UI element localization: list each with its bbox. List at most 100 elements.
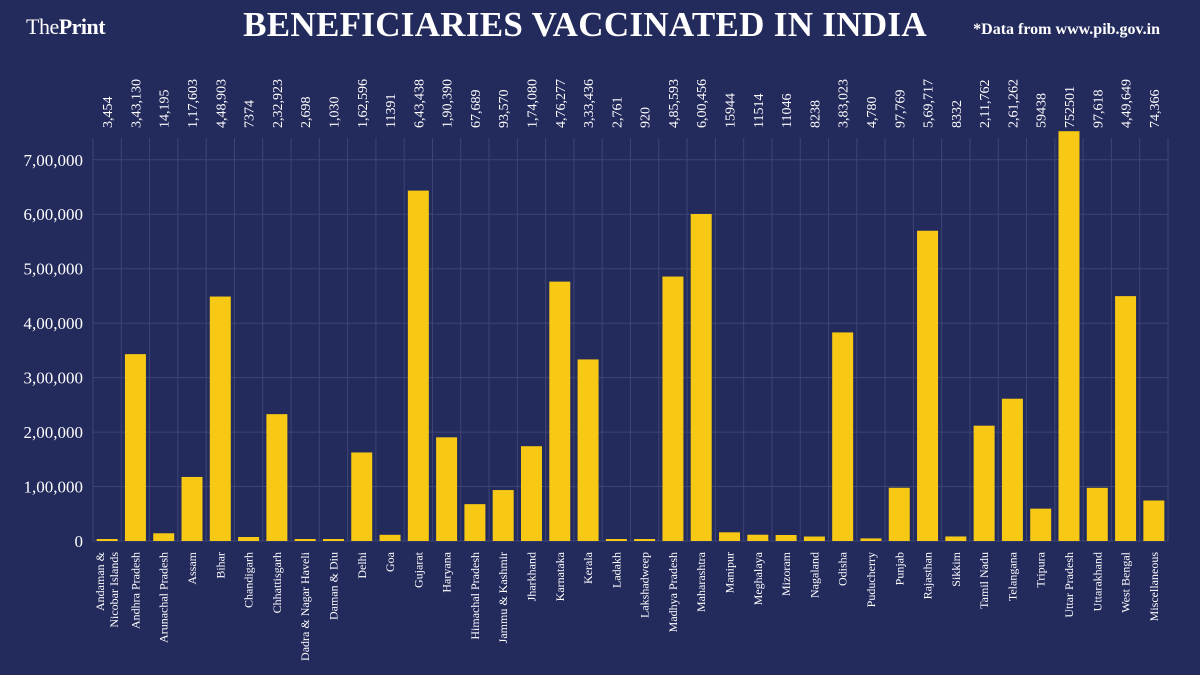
value-label: 7374 bbox=[243, 100, 258, 128]
category-label: Delhi bbox=[355, 551, 369, 578]
bar bbox=[322, 539, 344, 541]
category-label: Maharashtra bbox=[694, 551, 708, 612]
brand-part1: The bbox=[26, 14, 59, 39]
category-label: Madhya Pradesh bbox=[666, 552, 680, 632]
bar bbox=[266, 414, 288, 541]
bar bbox=[492, 490, 514, 541]
category-label: Uttarakhand bbox=[1090, 552, 1104, 611]
category-label: Punjab bbox=[892, 552, 906, 585]
value-label: 1,62,596 bbox=[356, 79, 371, 128]
value-label: 1,90,390 bbox=[441, 79, 456, 128]
value-label: 14,195 bbox=[158, 90, 173, 129]
category-label: Puducherry bbox=[864, 552, 878, 607]
bar bbox=[747, 534, 769, 541]
category-label: Tripura bbox=[1034, 551, 1048, 587]
value-label: 3,83,023 bbox=[837, 79, 852, 128]
category-label: Meghalaya bbox=[751, 551, 765, 605]
value-label: 4,49,649 bbox=[1120, 79, 1135, 128]
value-label: 3,33,436 bbox=[582, 79, 597, 128]
y-tick-label: 5,00,000 bbox=[24, 260, 84, 279]
category-label: Odisha bbox=[836, 551, 850, 586]
bar bbox=[577, 359, 599, 541]
category-label: Uttar Pradesh bbox=[1062, 552, 1076, 618]
value-label: 3,43,130 bbox=[129, 79, 144, 128]
value-label: 59438 bbox=[1035, 93, 1050, 128]
bar bbox=[124, 354, 146, 541]
category-label: Telangana bbox=[1005, 551, 1019, 601]
value-label: 3,454 bbox=[101, 97, 116, 129]
bar bbox=[917, 230, 939, 541]
bar bbox=[1001, 398, 1023, 541]
category-label: Jharkhand bbox=[524, 552, 538, 601]
brand-logo: ThePrint bbox=[26, 14, 106, 40]
value-label: 1,17,603 bbox=[186, 79, 201, 128]
category-label: Andaman & bbox=[93, 551, 107, 611]
value-label: 2,61,262 bbox=[1006, 79, 1021, 128]
bar bbox=[407, 190, 429, 541]
category-label: Mizoram bbox=[779, 551, 793, 596]
brand-part2: Print bbox=[58, 14, 106, 39]
category-label: Arunachal Pradesh bbox=[157, 552, 171, 643]
category-label: Chandigarh bbox=[242, 552, 256, 608]
value-label: 97,618 bbox=[1091, 90, 1106, 129]
value-label: 8332 bbox=[950, 100, 965, 128]
bar bbox=[436, 437, 458, 541]
value-label: 97,769 bbox=[893, 90, 908, 129]
value-label: 4,780 bbox=[865, 97, 880, 129]
category-label: Goa bbox=[383, 551, 397, 572]
value-label: 920 bbox=[639, 107, 654, 128]
bar bbox=[351, 452, 373, 541]
bar bbox=[605, 539, 627, 541]
category-label: Jammu & Kashmir bbox=[496, 552, 510, 643]
bar bbox=[690, 213, 712, 541]
category-label: Dadra & Nagar Haveli bbox=[298, 551, 312, 661]
bar bbox=[238, 536, 260, 541]
category-label: Rajasthan bbox=[921, 552, 935, 599]
y-tick-label: 1,00,000 bbox=[24, 478, 84, 497]
value-label: 752501 bbox=[1063, 86, 1078, 128]
category-label: West Bengal bbox=[1119, 551, 1133, 612]
value-label: 4,85,593 bbox=[667, 79, 682, 128]
value-label: 8238 bbox=[808, 100, 823, 128]
bar bbox=[464, 504, 486, 541]
y-tick-label: 3,00,000 bbox=[24, 369, 84, 388]
bar bbox=[719, 532, 741, 541]
y-tick-label: 4,00,000 bbox=[24, 314, 84, 333]
value-label: 2,11,762 bbox=[978, 80, 993, 128]
category-label: Manipur bbox=[723, 552, 737, 593]
source-note: *Data from www.pib.gov.in bbox=[973, 21, 1160, 38]
value-label: 1,030 bbox=[327, 97, 342, 129]
value-label: 74,366 bbox=[1148, 90, 1163, 129]
bar bbox=[803, 536, 825, 541]
y-tick-label: 7,00,000 bbox=[24, 151, 84, 170]
value-label: 2,698 bbox=[299, 97, 314, 129]
y-tick-label: 2,00,000 bbox=[24, 423, 84, 442]
value-label: 4,76,277 bbox=[554, 79, 569, 128]
value-label: 2,32,923 bbox=[271, 79, 286, 128]
bar bbox=[520, 446, 542, 541]
value-label: 93,570 bbox=[497, 90, 512, 129]
category-label: Himachal Pradesh bbox=[468, 552, 482, 640]
category-label: Haryana bbox=[440, 551, 454, 592]
bar bbox=[973, 425, 995, 541]
bar bbox=[379, 534, 401, 541]
value-label: 11046 bbox=[780, 94, 795, 128]
value-label: 11514 bbox=[752, 94, 767, 128]
bar bbox=[945, 536, 967, 541]
bar bbox=[209, 296, 231, 541]
category-label: Ladakh bbox=[609, 552, 623, 588]
category-label: Bihar bbox=[213, 552, 227, 579]
value-label: 6,00,456 bbox=[695, 79, 710, 128]
bar bbox=[1143, 500, 1165, 541]
y-tick-label: 6,00,000 bbox=[24, 205, 84, 224]
bar bbox=[662, 276, 684, 541]
category-label: Gujarat bbox=[411, 551, 425, 588]
y-tick-label: 0 bbox=[75, 532, 84, 551]
category-label: Tamil Nadu bbox=[977, 552, 991, 609]
bar bbox=[634, 539, 656, 541]
category-label: Daman & Diu bbox=[326, 552, 340, 620]
bar bbox=[549, 281, 571, 541]
category-label: Andhra Pradesh bbox=[128, 552, 142, 629]
chart-title: BENEFICIARIES VACCINATED IN INDIA bbox=[243, 5, 927, 44]
